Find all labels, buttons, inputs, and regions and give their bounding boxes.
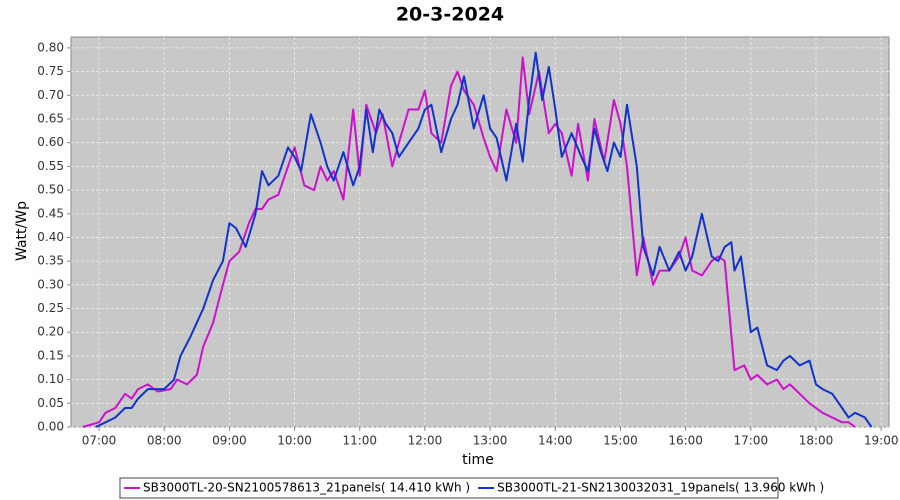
x-tick-label: 16:00 [668,434,703,448]
y-tick-label: 0.50 [37,183,64,197]
y-tick-label: 0.75 [37,64,64,78]
x-tick-label: 19:00 [864,434,899,448]
y-tick-label: 0.15 [37,348,64,362]
y-tick-label: 0.35 [37,254,64,268]
y-axis-label: Watt/Wp [14,201,30,261]
y-tick-label: 0.45 [37,206,64,220]
x-tick-label: 12:00 [408,434,443,448]
x-tick-label: 15:00 [603,434,638,448]
y-tick-label: 0.70 [37,88,64,102]
x-axis-label: time [462,452,494,468]
y-tick-label: 0.80 [37,40,64,54]
legend-label: SB3000TL-21-SN2130032031_19panels( 13.96… [497,481,824,495]
chart-title: 20-3-2024 [396,4,504,26]
x-tick-label: 17:00 [734,434,769,448]
x-tick-label: 08:00 [147,434,182,448]
y-tick-label: 0.05 [37,396,64,410]
x-tick-label: 11:00 [342,434,377,448]
y-tick-label: 0.40 [37,230,64,244]
y-tick-label: 0.60 [37,135,64,149]
y-tick-label: 0.65 [37,111,64,125]
y-tick-label: 0.25 [37,301,64,315]
x-tick-label: 13:00 [473,434,508,448]
x-tick-label: 07:00 [82,434,117,448]
y-tick-label: 0.00 [37,420,64,434]
series-line [82,56,856,428]
legend-box [119,477,779,499]
legend-label: SB3000TL-20-SN2100578613_21panels( 14.41… [143,481,470,495]
x-tick-label: 09:00 [212,434,247,448]
series-line [95,51,873,428]
y-tick-label: 0.10 [37,372,64,386]
x-tick-label: 10:00 [277,434,312,448]
y-tick-label: 0.30 [37,277,64,291]
y-tick-label: 0.55 [37,159,64,173]
plot-area [70,36,890,428]
x-tick-label: 14:00 [538,434,573,448]
x-tick-label: 18:00 [799,434,834,448]
y-tick-label: 0.20 [37,325,64,339]
